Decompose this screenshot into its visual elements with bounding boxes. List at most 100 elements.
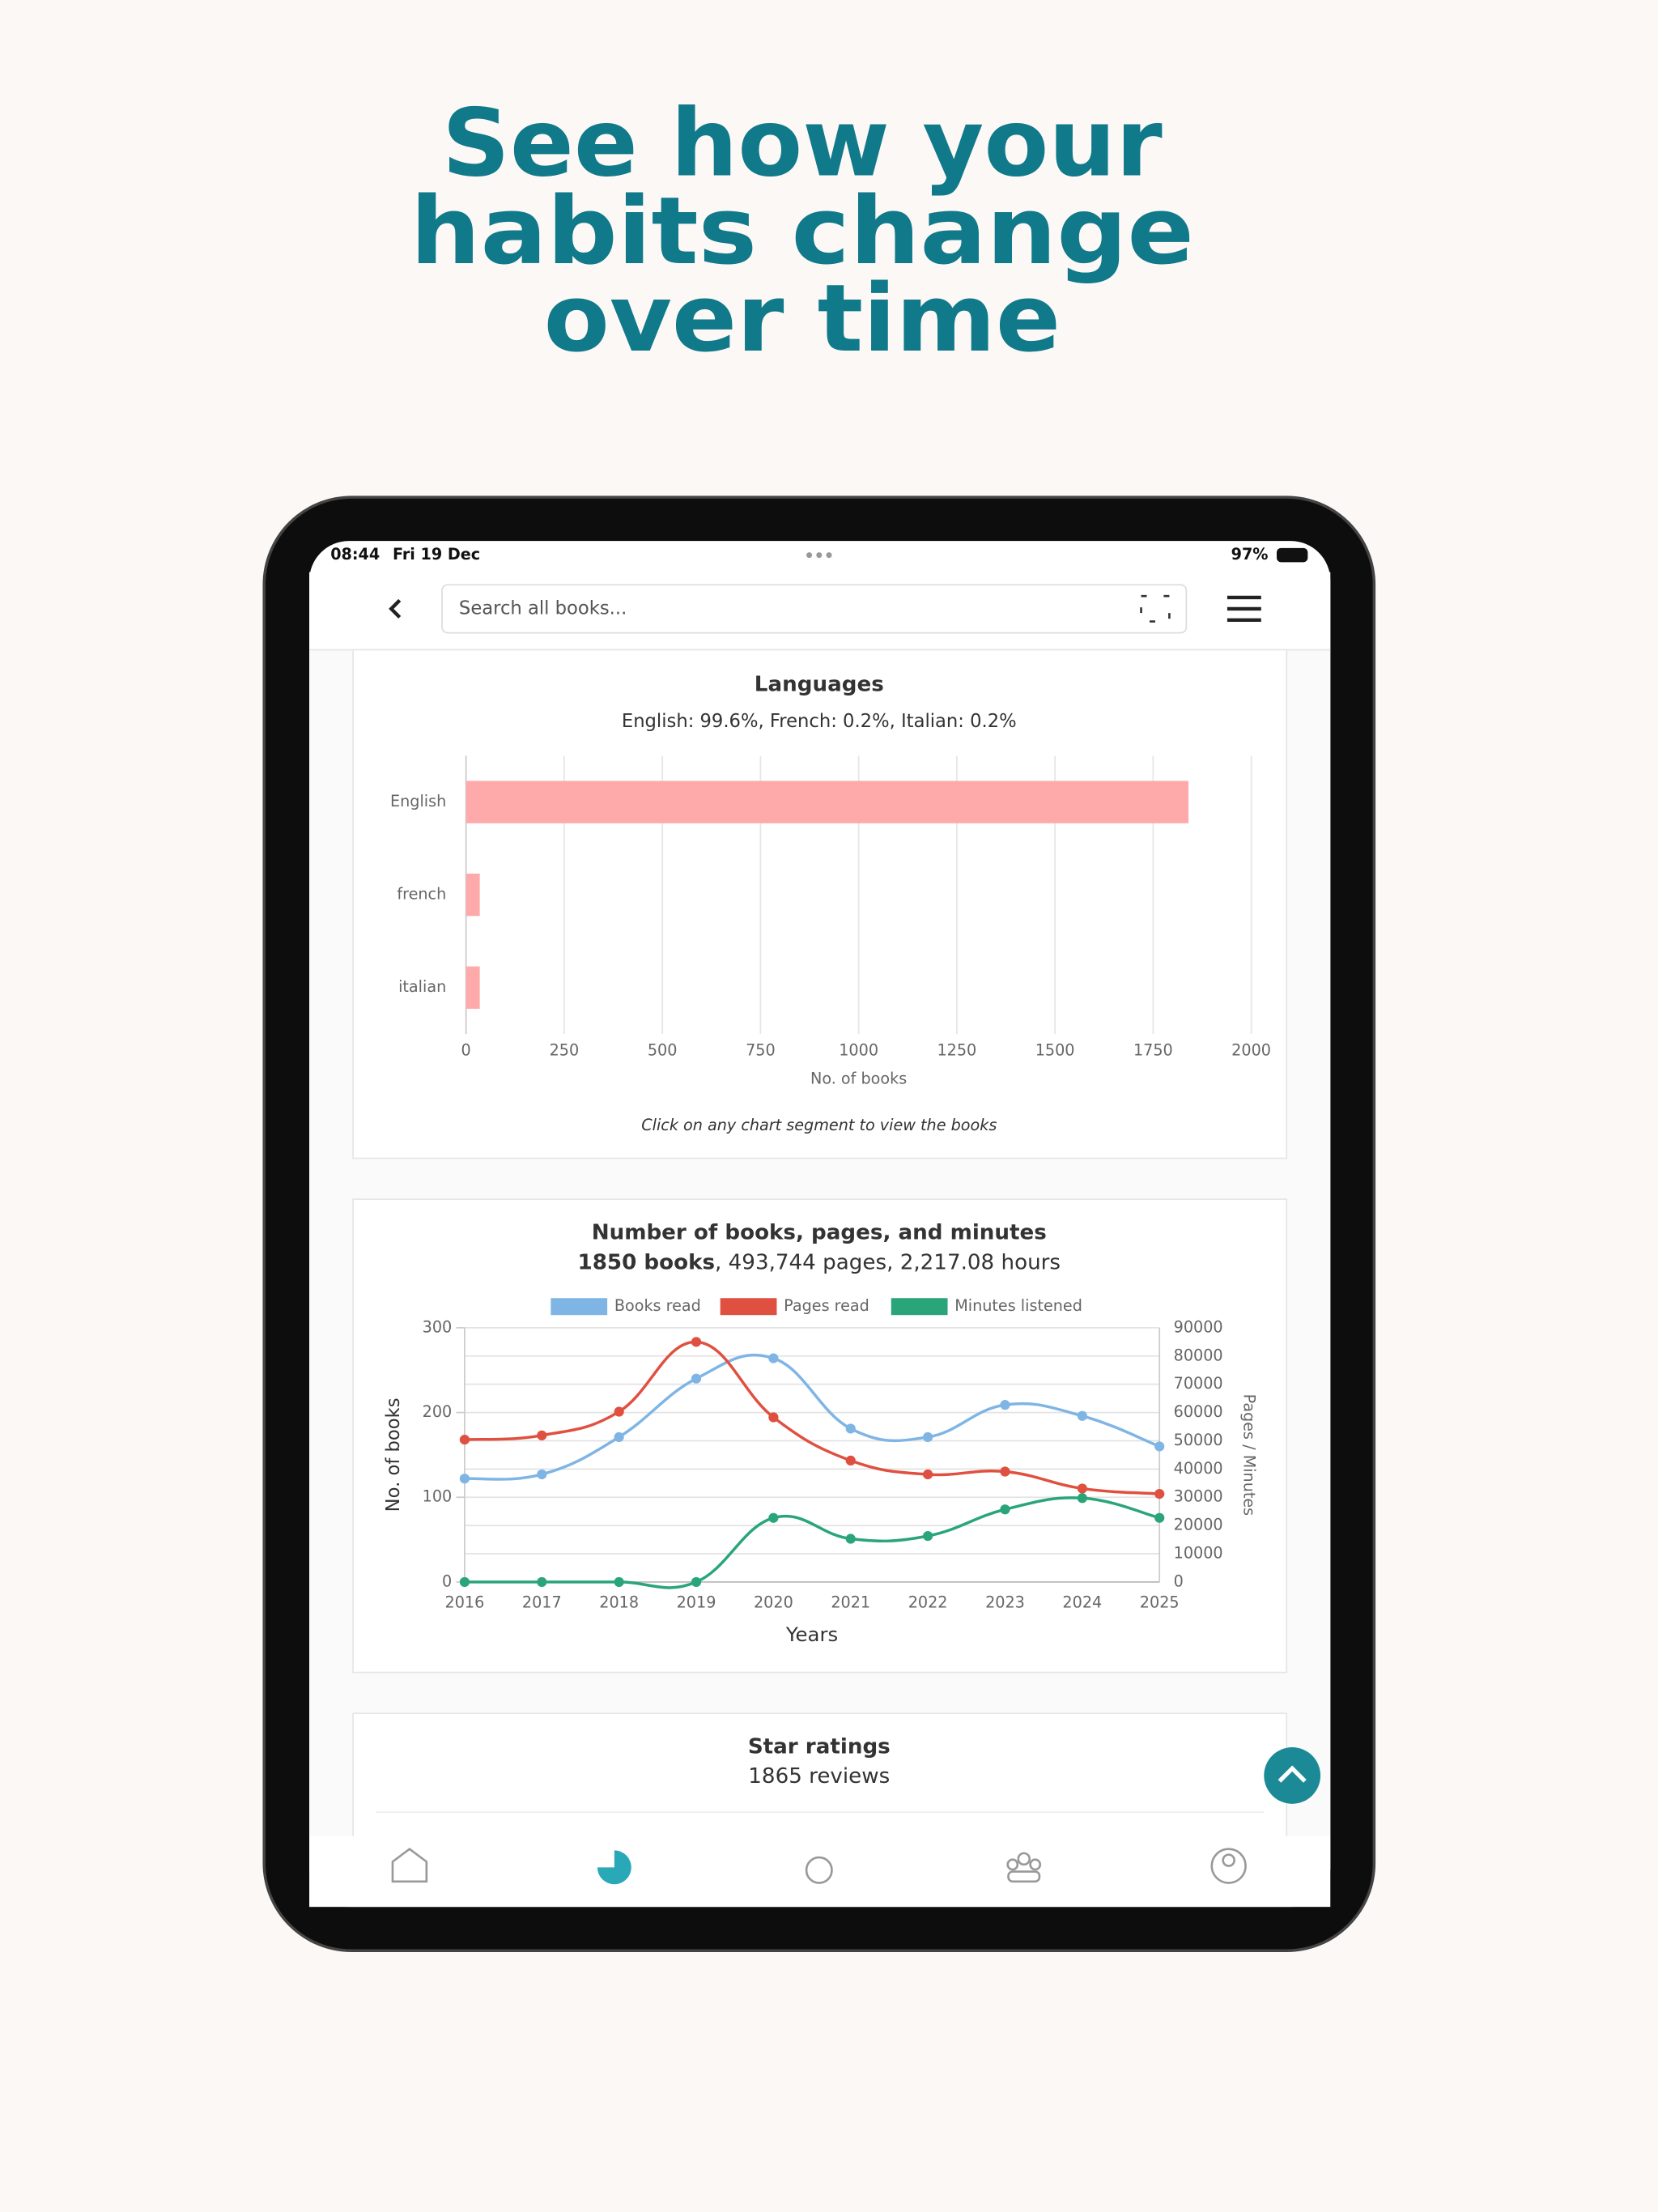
chart-subtitle: 1850 books, 493,744 pages, 2,217.08 hour… (578, 1250, 1061, 1274)
status-time: 08:44 (330, 545, 380, 564)
x-tick-label: 2016 (445, 1593, 485, 1612)
point (1154, 1488, 1165, 1499)
y-tick-label: italian (398, 977, 446, 996)
card-title: Star ratings (748, 1735, 891, 1759)
y2-tick-label: 80000 (1174, 1346, 1223, 1364)
x-axis-label: No. of books (810, 1069, 907, 1087)
legend-label: Minutes listened (954, 1296, 1082, 1315)
search-placeholder: Search all books... (459, 598, 627, 619)
x-tick-label: 250 (550, 1040, 580, 1059)
tab-profile[interactable] (1210, 1848, 1247, 1884)
legend-label: Pages read (784, 1296, 869, 1315)
y2-tick-label: 60000 (1174, 1402, 1223, 1421)
subtitle-bold: 1850 books (578, 1250, 716, 1274)
x-tick-label: 2000 (1231, 1040, 1271, 1059)
back-button[interactable] (389, 598, 402, 619)
point (1000, 1466, 1010, 1477)
search-box[interactable] (441, 584, 1188, 634)
point (1077, 1483, 1087, 1494)
point (691, 1337, 702, 1347)
point (614, 1406, 624, 1417)
chart-title: Languages (755, 673, 884, 697)
point (923, 1530, 933, 1542)
x-tick-label: 750 (746, 1040, 776, 1059)
point (459, 1474, 470, 1484)
point (923, 1469, 933, 1480)
series-line (464, 1340, 1160, 1495)
tab-challenges[interactable] (805, 1856, 833, 1884)
x-tick-label: 2019 (677, 1593, 716, 1612)
bar (466, 781, 1189, 823)
x-tick-label: 2024 (1062, 1593, 1102, 1612)
y2-tick-label: 30000 (1174, 1487, 1223, 1506)
x-tick-label: 0 (461, 1040, 471, 1059)
point (768, 1412, 779, 1423)
status-battery: 97% (1231, 545, 1269, 564)
headline: over time (544, 265, 1061, 373)
point (1154, 1512, 1165, 1523)
x-tick-label: 2021 (831, 1593, 870, 1612)
y2-tick-label: 50000 (1174, 1431, 1223, 1449)
point (1000, 1400, 1010, 1410)
tab-stats[interactable] (597, 1850, 631, 1885)
chart-title: Number of books, pages, and minutes (592, 1221, 1047, 1245)
point (537, 1576, 547, 1588)
point (691, 1373, 702, 1384)
scroll-top-icon (1278, 1765, 1307, 1783)
y-tick-label: french (397, 885, 446, 904)
y-tick-label: 100 (423, 1487, 453, 1506)
x-tick-label: 1750 (1133, 1040, 1173, 1059)
status-date: Fri 19 Dec (393, 545, 480, 564)
bar (466, 966, 480, 1009)
chart-note: Click on any chart segment to view the b… (641, 1116, 997, 1134)
point (537, 1430, 547, 1440)
y2-tick-label: 20000 (1174, 1516, 1223, 1534)
legend-swatch (891, 1298, 948, 1316)
point (459, 1434, 470, 1445)
card (352, 1712, 1288, 1842)
y-tick-label: English (390, 792, 446, 810)
x-tick-label: 2025 (1140, 1593, 1180, 1612)
y-tick-label: 0 (442, 1572, 452, 1590)
y2-tick-label: 90000 (1174, 1317, 1223, 1336)
point (1000, 1504, 1010, 1515)
point (1154, 1441, 1165, 1452)
bar (466, 874, 480, 917)
y2-tick-label: 0 (1174, 1572, 1184, 1590)
point (768, 1353, 779, 1363)
battery-icon (1276, 547, 1308, 563)
point (537, 1469, 547, 1480)
series-line (464, 1353, 1160, 1481)
x-tick-label: 1250 (937, 1040, 976, 1059)
x-axis-label: Years (785, 1623, 838, 1646)
x-tick-label: 500 (648, 1040, 678, 1059)
tab-bar (309, 1836, 1331, 1908)
point (614, 1576, 624, 1588)
tab-community[interactable] (1006, 1852, 1042, 1883)
point (614, 1431, 624, 1443)
legend-swatch (551, 1298, 608, 1316)
card (352, 649, 1288, 1159)
card (352, 1198, 1288, 1674)
series-line (464, 1496, 1160, 1589)
barcode-button[interactable] (1140, 594, 1171, 623)
y-tick-label: 200 (423, 1402, 453, 1421)
headline: habits change (410, 177, 1194, 286)
point (768, 1512, 779, 1523)
x-tick-label: 2022 (908, 1593, 948, 1612)
x-tick-label: 1500 (1035, 1040, 1075, 1059)
point (845, 1455, 856, 1465)
point (845, 1534, 856, 1544)
legend-label: Books read (614, 1296, 701, 1315)
tab-home[interactable] (391, 1848, 428, 1883)
legend-swatch (720, 1298, 777, 1316)
books-pages-minutes-chart: Number of books, pages, and minutes 1850… (383, 1221, 1258, 1647)
card-subtitle: 1865 reviews (748, 1764, 890, 1789)
point (1077, 1410, 1087, 1421)
scroll-top-button[interactable] (1264, 1747, 1321, 1804)
headline: See how your (442, 90, 1163, 198)
menu-button[interactable] (1226, 595, 1261, 623)
